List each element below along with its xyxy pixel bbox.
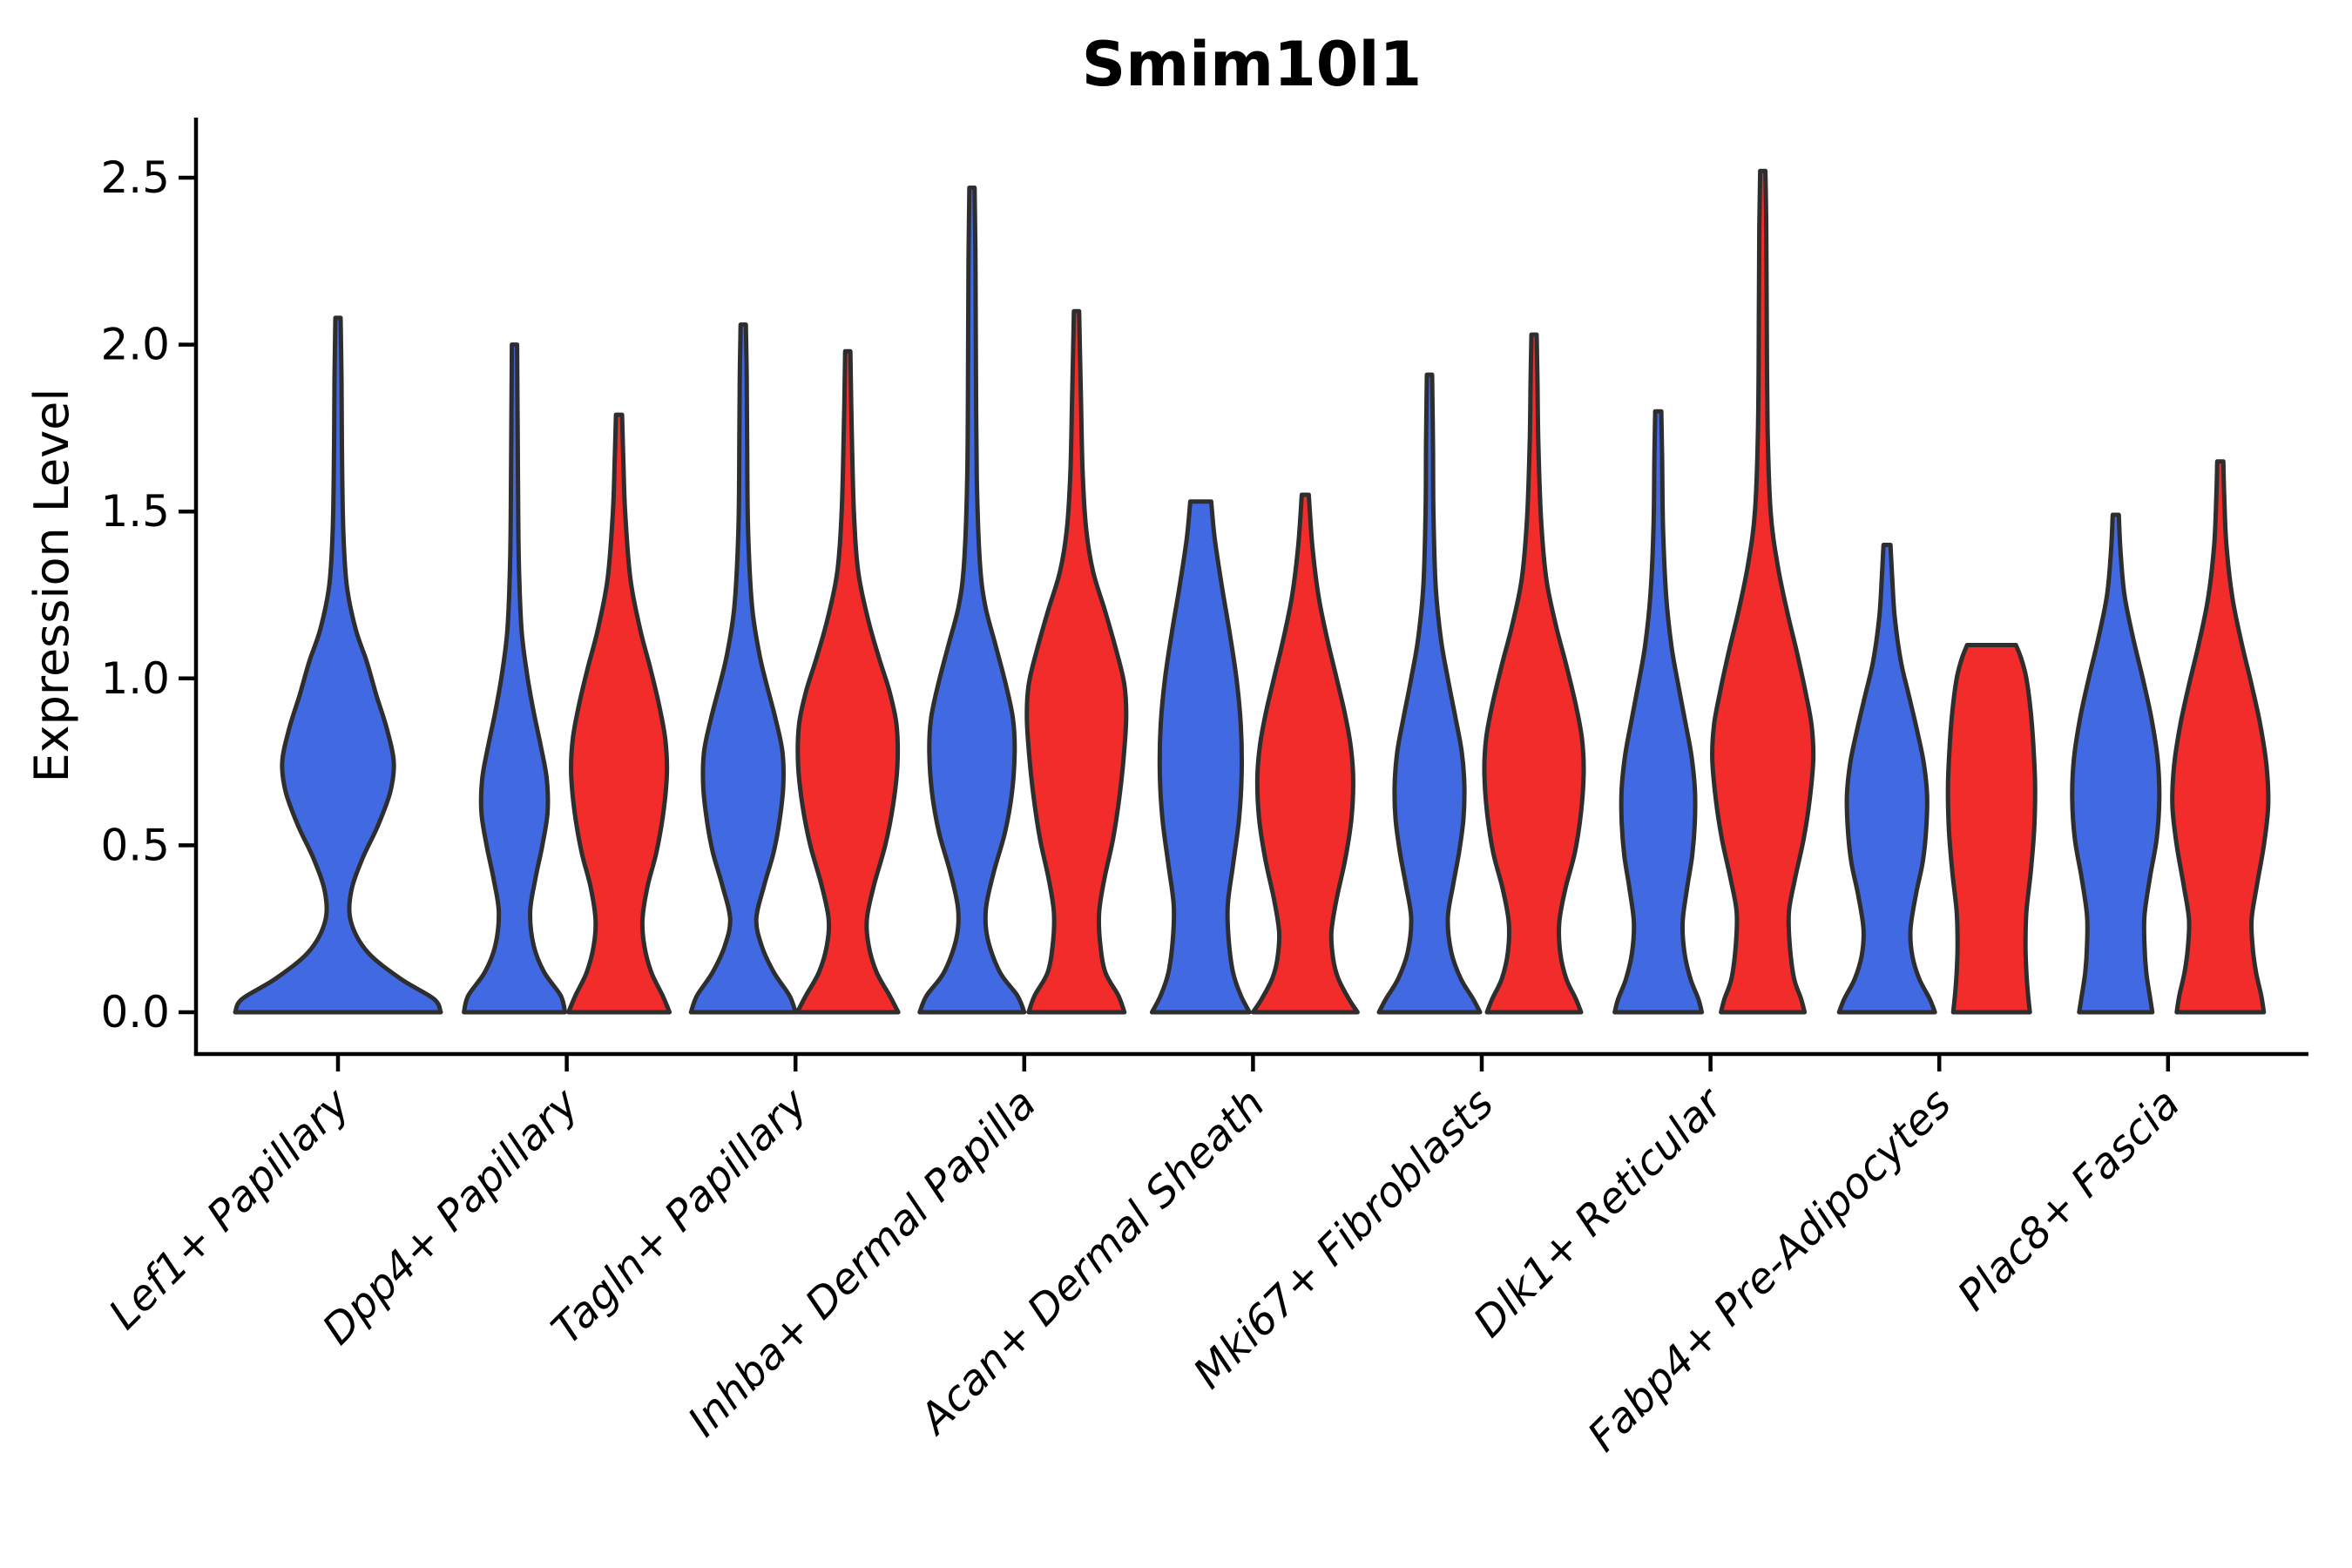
y-tick-label-2.0: 2.0 bbox=[100, 320, 170, 370]
violin-mki67-fibroblasts-blue bbox=[1376, 372, 1483, 1015]
x-tick-label-9: Plac8+ Fascia bbox=[1949, 1079, 2190, 1321]
x-tick-label-1: Lef1+ Papillary bbox=[99, 1078, 360, 1339]
y-tick-label-0.0: 0.0 bbox=[100, 987, 170, 1037]
violin-tagln-papillary-blue bbox=[688, 322, 798, 1015]
violin-fabp4-pre-adipocytes-blue bbox=[1836, 543, 1937, 1015]
x-tick-label-8: Fabp4+ Pre-Adipocytes bbox=[1578, 1079, 1961, 1462]
violin-lef1-papillary-blue bbox=[233, 315, 443, 1015]
y-tick-label-1.0: 1.0 bbox=[100, 653, 170, 704]
violin-dpp4-papillary-red bbox=[566, 412, 672, 1015]
x-tick-label-2: Dpp4+ Papillary bbox=[313, 1078, 588, 1354]
violin-inhba-dermal-papilla-blue bbox=[917, 186, 1027, 1015]
violin-acan-dermal-sheath-blue bbox=[1149, 499, 1252, 1015]
violin-plac8-fascia-blue bbox=[2070, 512, 2162, 1015]
violin-fabp4-pre-adipocytes-red bbox=[1945, 643, 2038, 1015]
y-tick-label-0.5: 0.5 bbox=[100, 820, 170, 870]
violin-dlk1-reticular-red bbox=[1710, 168, 1816, 1015]
violin-mki67-fibroblasts-red bbox=[1482, 332, 1586, 1015]
violin-dlk1-reticular-blue bbox=[1612, 409, 1705, 1015]
x-tick-label-3: Tagln+ Papillary bbox=[542, 1078, 817, 1354]
chart-title: Smim10l1 bbox=[1082, 29, 1422, 100]
y-axis-label: Expression Level bbox=[24, 389, 79, 783]
violin-dpp4-papillary-blue bbox=[462, 342, 568, 1015]
violins-layer bbox=[233, 168, 2271, 1015]
x-tick-label-7: Dlk1+ Reticular bbox=[1464, 1078, 1734, 1348]
violin-inhba-dermal-papilla-red bbox=[1024, 308, 1129, 1015]
y-tick-label-1.5: 1.5 bbox=[100, 486, 170, 537]
y-tick-label-2.5: 2.5 bbox=[100, 152, 170, 203]
violin-tagln-papillary-red bbox=[794, 348, 901, 1015]
violin-plac8-fascia-red bbox=[2170, 459, 2271, 1015]
violin-acan-dermal-sheath-red bbox=[1250, 492, 1360, 1015]
